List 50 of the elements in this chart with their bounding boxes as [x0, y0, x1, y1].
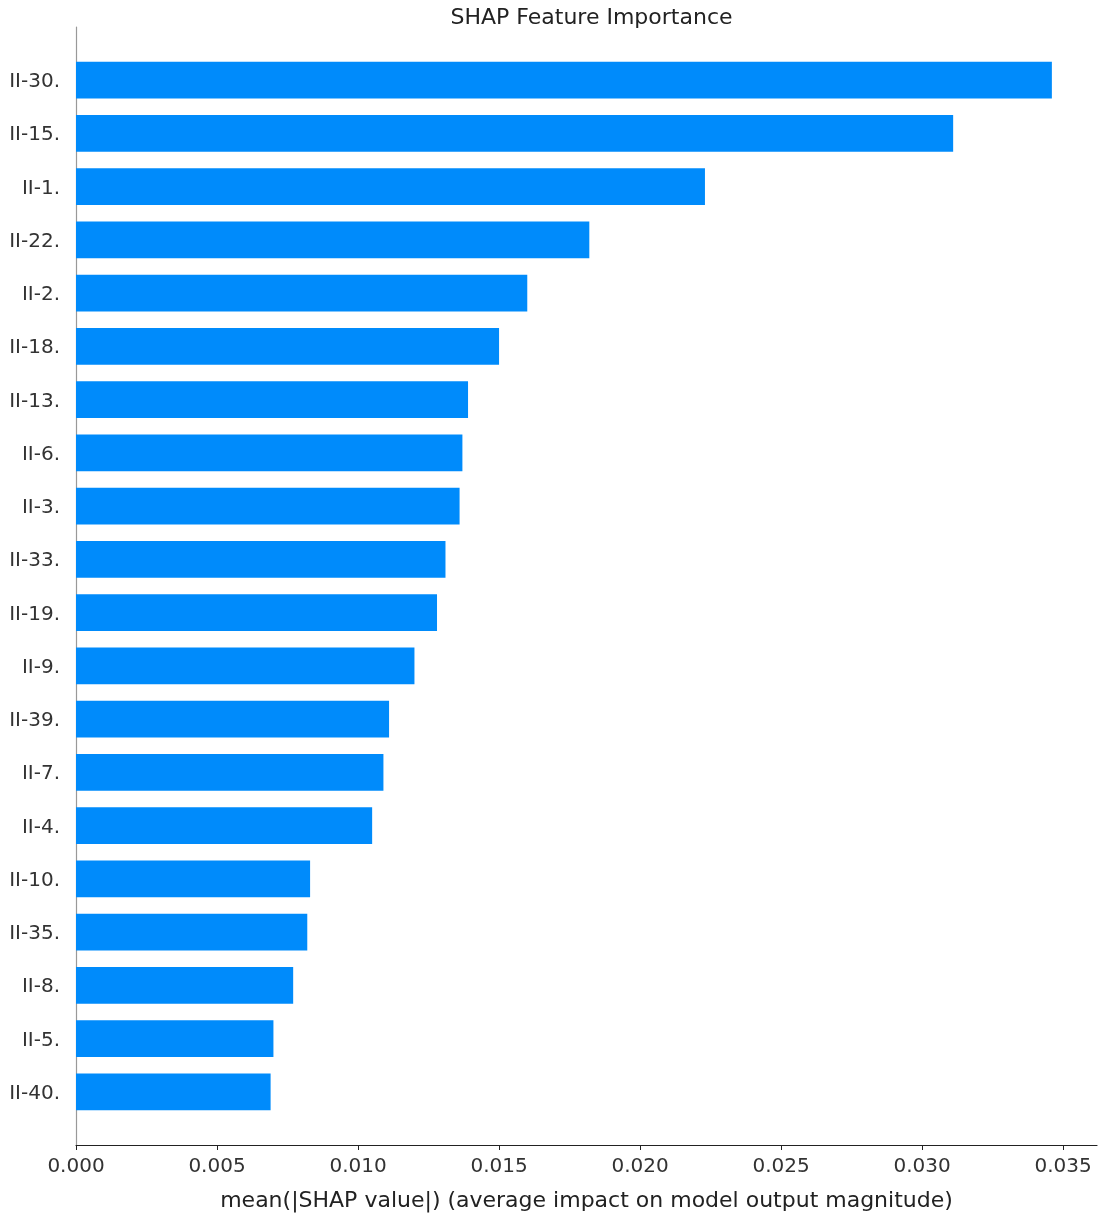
bar	[76, 1020, 274, 1057]
bar	[76, 221, 590, 259]
bar	[76, 541, 446, 578]
bar	[76, 594, 438, 631]
x-tick-label: 0.025	[752, 1153, 810, 1177]
y-tick-label: II-8.	[21, 973, 60, 998]
x-tick-label: 0.015	[470, 1153, 528, 1177]
y-tick-label: II-18.	[9, 334, 60, 359]
y-tick-label: II-33.	[9, 547, 60, 572]
y-tick-label: II-7.	[21, 760, 60, 785]
bar	[76, 168, 705, 206]
y-tick-label: II-40.	[9, 1079, 60, 1104]
bar	[76, 860, 311, 898]
y-tick-label: II-2.	[21, 281, 60, 306]
y-tick-label: II-10.	[9, 866, 60, 891]
y-tick-label: II-5.	[21, 1026, 60, 1051]
bar	[76, 61, 1052, 99]
x-tick-label: 0.020	[611, 1153, 669, 1177]
bar	[76, 274, 528, 312]
y-tick-label: II-30.	[9, 68, 60, 93]
x-tick-label: 0.035	[1034, 1153, 1092, 1177]
y-tick-label: II-39.	[9, 707, 60, 732]
bar	[76, 700, 390, 738]
x-tick-label: 0.010	[329, 1153, 387, 1177]
bar	[76, 328, 500, 365]
y-tick-label: II-15.	[9, 121, 60, 146]
y-tick-label: II-3.	[21, 494, 60, 519]
bar	[76, 381, 469, 419]
y-tick-label: II-6.	[21, 440, 60, 465]
bar	[76, 807, 373, 844]
bar	[76, 115, 954, 152]
y-tick-label: II-22.	[9, 227, 60, 252]
y-tick-label: II-19.	[9, 600, 60, 625]
bar	[76, 913, 308, 951]
y-tick-label: II-1.	[21, 174, 60, 199]
x-axis-title: mean(|SHAP value|) (average impact on model output magnitude)	[220, 1186, 953, 1213]
y-tick-label: II-35.	[9, 920, 60, 945]
bar	[76, 753, 384, 791]
y-tick-label: II-4.	[21, 813, 60, 838]
chart-title: SHAP Feature Importance	[450, 3, 733, 29]
bar	[76, 434, 463, 472]
bar	[76, 647, 415, 685]
x-tick-label: 0.030	[893, 1153, 951, 1177]
y-tick-label: II-13.	[9, 387, 60, 412]
x-tick-label: 0.005	[188, 1153, 246, 1177]
y-tick-label: II-9.	[21, 653, 60, 678]
bar	[76, 487, 460, 525]
bar	[76, 1073, 271, 1111]
x-tick-label: 0.000	[47, 1153, 105, 1177]
bar	[76, 966, 294, 1004]
